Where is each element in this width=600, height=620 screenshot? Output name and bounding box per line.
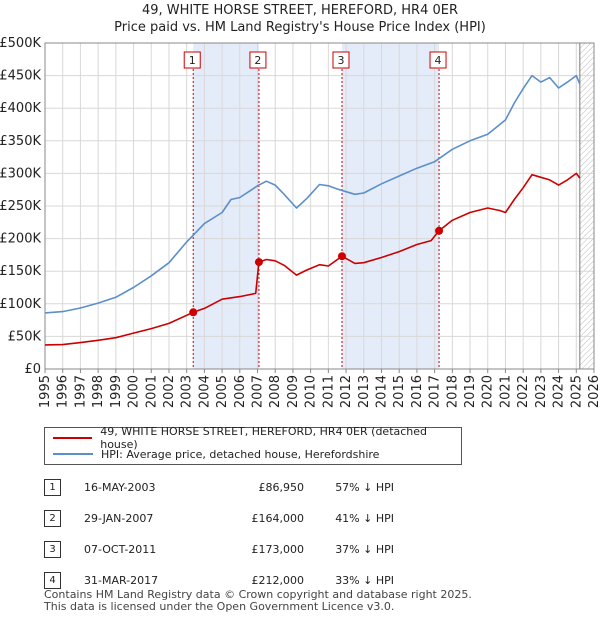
- x-tick-label: 2018: [445, 375, 460, 408]
- x-tick-label: 2013: [357, 375, 372, 408]
- x-tick-label: 2019: [463, 375, 478, 408]
- sale-point: [189, 308, 198, 317]
- transaction-price: £164,000: [251, 512, 305, 525]
- table-row: 2 29-JAN-2007 £164,000 41% ↓ HPI: [44, 503, 394, 534]
- chart-legend: 49, WHITE HORSE STREET, HEREFORD, HR4 0E…: [44, 425, 462, 465]
- sale-point: [254, 258, 263, 267]
- footer-line-2: This data is licensed under the Open Gov…: [44, 600, 395, 613]
- sale-number-box: [429, 51, 447, 69]
- y-tick-label: £450K: [0, 69, 41, 84]
- footer-attribution: Contains HM Land Registry data © Crown c…: [44, 589, 472, 613]
- sale-number-label: 1: [189, 54, 196, 67]
- table-row: 1 16-MAY-2003 £86,950 57% ↓ HPI: [44, 472, 394, 503]
- x-tick-label: 2006: [233, 375, 248, 408]
- transaction-date: 29-JAN-2007: [84, 512, 154, 525]
- x-tick-label: 2009: [286, 375, 301, 408]
- sale-number-label: 3: [337, 54, 344, 67]
- x-tick-label: 2021: [498, 375, 513, 408]
- x-tick-label: 1995: [38, 375, 53, 408]
- transaction-price: £86,950: [258, 481, 305, 494]
- x-tick-label: 1998: [91, 375, 106, 408]
- sale-point: [337, 252, 346, 261]
- x-tick-label: 2020: [481, 375, 496, 408]
- x-tick-label: 2025: [569, 375, 584, 408]
- x-tick-label: 2026: [587, 375, 600, 408]
- table-row: 4 31-MAR-2017 £212,000 33% ↓ HPI: [44, 565, 394, 596]
- x-tick-label: 2014: [374, 375, 389, 408]
- y-tick-label: £200K: [0, 232, 41, 247]
- x-tick-label: 2001: [144, 375, 159, 408]
- sale-number-box: [249, 51, 267, 69]
- x-tick-label: 2011: [321, 375, 336, 408]
- transaction-hpi-diff: 37% ↓ HPI: [335, 543, 394, 556]
- x-tick-label: 2023: [534, 375, 549, 408]
- legend-item-hpi: HPI: Average price, detached house, Here…: [53, 446, 379, 462]
- title-line-2: Price paid vs. HM Land Registry's House …: [114, 20, 486, 35]
- sale-number-label: 4: [435, 54, 442, 67]
- y-tick-label: £500K: [0, 36, 41, 51]
- transaction-hpi-diff: 41% ↓ HPI: [335, 512, 394, 525]
- table-row: 3 07-OCT-2011 £173,000 37% ↓ HPI: [44, 534, 394, 565]
- legend-label-property: 49, WHITE HORSE STREET, HEREFORD, HR4 0E…: [100, 425, 428, 451]
- x-tick-label: 2012: [339, 375, 354, 408]
- transaction-date: 31-MAR-2017: [84, 574, 159, 587]
- x-tick-label: 2002: [162, 375, 177, 408]
- y-tick-label: £0: [24, 362, 41, 377]
- y-tick-label: £350K: [0, 134, 41, 149]
- transaction-date: 07-OCT-2011: [84, 543, 157, 556]
- x-tick-label: 1997: [73, 375, 88, 408]
- sale-number-box: [183, 51, 201, 69]
- transactions-table: 1 16-MAY-2003 £86,950 57% ↓ HPI 2 29-JAN…: [44, 472, 394, 596]
- x-tick-label: 2008: [268, 375, 283, 408]
- y-tick-label: £100K: [0, 297, 41, 312]
- transaction-date: 16-MAY-2003: [84, 481, 156, 494]
- transaction-hpi-diff: 33% ↓ HPI: [335, 574, 394, 587]
- legend-swatch-property: [53, 437, 93, 439]
- series-line-hpi: [44, 74, 581, 314]
- transaction-hpi-diff: 57% ↓ HPI: [335, 481, 394, 494]
- x-tick-label: 2022: [516, 375, 531, 408]
- transaction-number-badge: 4: [44, 572, 61, 589]
- y-tick-label: £400K: [0, 101, 41, 116]
- title-line-1: 49, WHITE HORSE STREET, HEREFORD, HR4 0E…: [141, 3, 459, 18]
- x-tick-label: 1996: [56, 375, 71, 408]
- legend-label-hpi: HPI: Average price, detached house, Here…: [101, 447, 380, 461]
- price-chart: £0 £50K £100K £150K £200K £250K £300K £350K £400…: [0, 36, 600, 408]
- x-tick-label: 2016: [410, 375, 425, 408]
- x-tick-label: 2004: [197, 375, 212, 408]
- x-tick-label: 2003: [180, 375, 195, 408]
- x-tick-label: 2010: [304, 375, 319, 408]
- transaction-price: £173,000: [251, 543, 305, 556]
- transaction-number-badge: 2: [44, 510, 61, 527]
- transaction-number-badge: 3: [44, 541, 61, 558]
- chart-title: 49, WHITE HORSE STREET, HEREFORD, HR4 0E…: [0, 2, 600, 36]
- sale-number-box: [332, 51, 350, 69]
- plot-frame: [44, 42, 595, 370]
- x-tick-label: 2015: [392, 375, 407, 408]
- y-tick-label: £250K: [0, 199, 41, 214]
- sale-number-label: 2: [254, 54, 261, 67]
- y-tick-label: £300K: [0, 166, 41, 181]
- x-tick-label: 1999: [109, 375, 124, 408]
- y-tick-label: £50K: [8, 329, 42, 344]
- transaction-price: £212,000: [251, 574, 305, 587]
- x-tick-label: 2017: [428, 375, 443, 408]
- legend-item-property: 49, WHITE HORSE STREET, HEREFORD, HR4 0E…: [53, 425, 461, 451]
- x-tick-label: 2007: [251, 375, 266, 408]
- x-tick-label: 2000: [127, 375, 142, 408]
- footer-line-1: Contains HM Land Registry data © Crown c…: [44, 588, 472, 601]
- y-tick-label: £150K: [0, 264, 41, 279]
- x-tick-label: 2024: [552, 375, 567, 408]
- transaction-number-badge: 1: [44, 479, 61, 496]
- sale-point: [435, 226, 444, 235]
- x-tick-label: 2005: [215, 375, 230, 408]
- legend-swatch-hpi: [53, 453, 93, 455]
